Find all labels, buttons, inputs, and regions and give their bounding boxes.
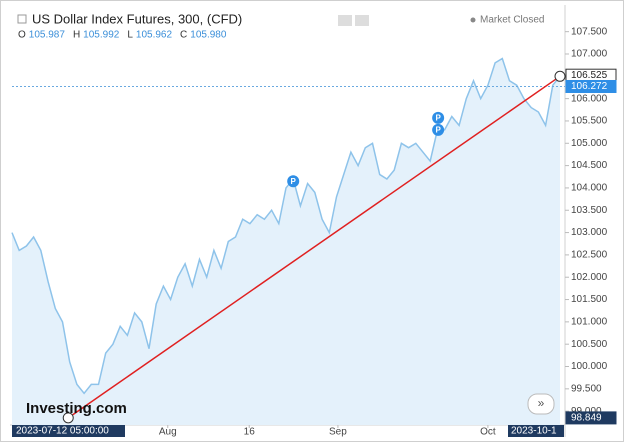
y-tick-label: 100.500	[571, 339, 608, 350]
y-tick-label: 104.000	[571, 183, 608, 194]
y-tick-label: 101.000	[571, 317, 608, 328]
chart-title: US Dollar Index Futures, 300, (CFD)	[32, 11, 242, 26]
event-marker-label: P	[435, 113, 441, 122]
ohlc-value: 105.992	[83, 30, 120, 41]
y-tick-label: 103.500	[571, 205, 608, 216]
event-marker	[287, 175, 300, 188]
x-tick-label: Oct	[480, 427, 496, 438]
ohlc-key: L	[127, 30, 133, 41]
y-tick-label: 100.000	[571, 361, 608, 372]
brand-logo: Investing.com	[26, 400, 127, 417]
status-dot	[470, 17, 476, 23]
y-tick-label: 101.500	[571, 294, 608, 305]
trend-handle	[554, 70, 566, 82]
y-tick-label: 102.500	[571, 250, 608, 261]
price-label: 106.272	[571, 81, 608, 92]
close-icon[interactable]	[355, 15, 369, 26]
x-tick-label: Sep	[329, 427, 347, 438]
y-tick-label: 102.000	[571, 272, 608, 283]
y-tick-label: 107.500	[571, 26, 608, 37]
date-label-box	[12, 425, 125, 437]
plot: PPP	[11, 57, 566, 425]
event-marker-label: P	[291, 177, 297, 186]
price-label-box	[565, 411, 617, 425]
y-tick-label: 107.000	[571, 49, 608, 60]
price-label-box	[565, 79, 617, 93]
x-tick-label: 16	[244, 427, 256, 438]
ohlc-value: 105.987	[29, 30, 66, 41]
ohlc-key: C	[180, 30, 187, 41]
date-label-box	[508, 425, 564, 437]
event-marker	[432, 123, 445, 136]
y-tick-label: 105.500	[571, 116, 608, 127]
y-tick-label: 106.000	[571, 93, 608, 104]
scroll-icon: »	[538, 396, 545, 410]
trend-line	[67, 75, 561, 419]
x-tick-label: Aug	[159, 427, 177, 438]
settings-icon[interactable]	[338, 15, 352, 26]
ohlc-key: H	[73, 30, 80, 41]
y-tick-label: 104.500	[571, 160, 608, 171]
collapse-icon[interactable]	[17, 14, 27, 24]
ohlc-key: O	[18, 30, 26, 41]
date-label: 2023-07-12 05:00:00	[16, 426, 109, 437]
y-tick-label: 99.500	[571, 383, 602, 394]
event-marker-label: P	[435, 125, 441, 134]
price-label: 106.525	[571, 70, 608, 81]
trend-handle	[62, 412, 74, 424]
ohlc: O 105.987 H 105.992 L 105.962 C 105.980	[18, 30, 227, 41]
date-label: 2023-10-1	[511, 426, 557, 437]
market-status: Market Closed	[480, 15, 544, 26]
price-line	[11, 57, 561, 395]
ohlc-value: 105.962	[136, 30, 173, 41]
y-tick-label: 105.000	[571, 138, 608, 149]
scroll-button[interactable]	[527, 393, 555, 415]
y-tick-label: 103.000	[571, 227, 608, 238]
y-tick-label: 99.000	[571, 406, 602, 417]
event-marker	[432, 111, 445, 124]
ohlc-value: 105.980	[190, 30, 227, 41]
price-label: 98.849	[571, 413, 602, 424]
area-fill	[12, 58, 560, 425]
